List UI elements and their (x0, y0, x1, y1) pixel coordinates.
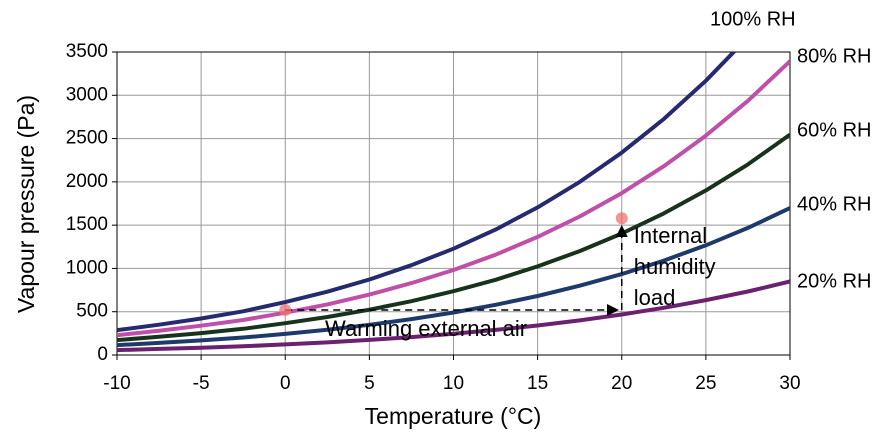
series-line (117, 59, 790, 338)
x-tick-label: 30 (779, 373, 800, 394)
y-tick-label: 1500 (66, 214, 108, 235)
series-line (117, 279, 790, 353)
series-label: 60% RH (797, 119, 871, 141)
x-tick-label: 10 (443, 373, 464, 394)
x-tick-label: 15 (527, 373, 548, 394)
x-tick-label: 20 (611, 373, 632, 394)
annotation: Warming external air (325, 316, 527, 341)
x-axis-label: Temperature (°C) (365, 403, 542, 429)
y-tick-label: 3500 (66, 41, 108, 62)
x-tick-label: 0 (280, 373, 291, 394)
y-tick-label: 3000 (66, 84, 108, 105)
plot-frame (116, 51, 791, 356)
annotation: Internal (634, 223, 707, 248)
series-label: 100% RH (710, 8, 796, 30)
y-tick-label: 2500 (66, 128, 108, 149)
x-tick-label: 5 (364, 373, 375, 394)
state-marker (279, 303, 292, 316)
series-label: 40% RH (797, 193, 871, 215)
series-label: 20% RH (797, 270, 871, 292)
y-tick-label: 0 (97, 344, 108, 365)
y-tick-label: 1000 (66, 257, 108, 278)
annotation: humidity (634, 254, 716, 279)
x-tick-label: -5 (193, 373, 210, 394)
series-label: 80% RH (797, 45, 871, 67)
y-tick-label: 500 (76, 301, 108, 322)
y-tick-label: 2000 (66, 171, 108, 192)
x-tick-label: -10 (103, 373, 130, 394)
y-axis-label: Vapour pressure (Pa) (13, 95, 39, 313)
annotation: load (634, 285, 676, 310)
x-tick-label: 25 (695, 373, 716, 394)
state-marker (615, 212, 628, 225)
plot-area (117, 52, 790, 353)
series-line (117, 206, 790, 348)
series-line (117, 52, 737, 333)
series-line (117, 132, 790, 343)
